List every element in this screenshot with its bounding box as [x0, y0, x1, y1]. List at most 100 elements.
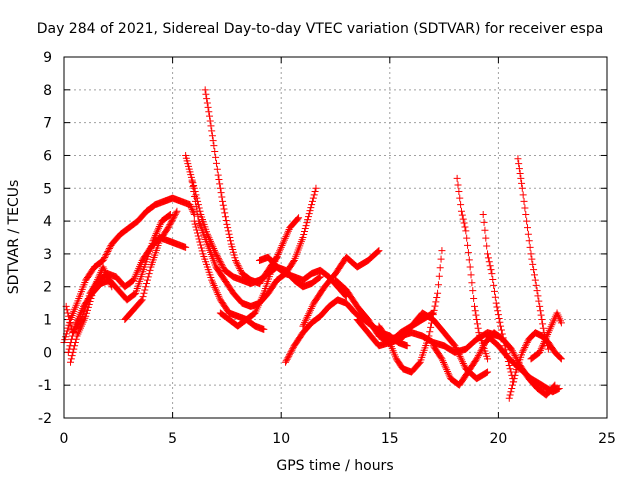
data-point [217, 259, 225, 267]
data-point [432, 298, 440, 306]
data-point [466, 263, 474, 271]
data-point [212, 159, 220, 167]
data-point [295, 214, 303, 222]
data-point [301, 319, 309, 327]
data-point [474, 324, 482, 332]
series-track-23 [505, 329, 565, 402]
data-point [203, 95, 211, 103]
data-point [288, 346, 296, 354]
data-point [316, 273, 324, 281]
data-point [308, 201, 316, 209]
data-point [191, 192, 199, 200]
data-point [273, 252, 281, 260]
data-point [83, 306, 91, 314]
data-point [521, 204, 529, 212]
data-point [235, 263, 243, 271]
data-point [85, 300, 93, 308]
data-point [526, 243, 534, 251]
data-point [518, 184, 526, 192]
data-point [441, 362, 449, 370]
data-point [474, 352, 482, 360]
data-point [541, 336, 549, 344]
data-point [481, 226, 489, 234]
data-point [440, 359, 448, 367]
data-point [434, 281, 442, 289]
data-point [139, 293, 147, 301]
data-point [93, 277, 101, 285]
data-point [459, 359, 467, 367]
x-tick-label: 5 [168, 431, 177, 447]
data-point [437, 255, 445, 263]
data-point [302, 315, 310, 323]
data-point [236, 265, 244, 273]
data-point [484, 368, 492, 376]
data-point [306, 308, 314, 316]
data-point [557, 319, 565, 327]
data-point [71, 339, 79, 347]
data-point [507, 388, 515, 396]
y-tick-label: 3 [43, 247, 52, 263]
data-point [307, 304, 315, 312]
data-point [96, 270, 104, 278]
data-point [154, 226, 162, 234]
data-point [473, 355, 481, 363]
data-point [193, 229, 201, 237]
data-point [94, 274, 102, 282]
data-point [83, 309, 91, 317]
data-point [216, 180, 224, 188]
data-point [544, 330, 552, 338]
data-point [304, 213, 312, 221]
data-point [69, 348, 77, 356]
data-point [517, 174, 525, 182]
data-point [283, 355, 291, 363]
data-point [67, 358, 75, 366]
data-point [182, 243, 190, 251]
x-tick-label: 25 [598, 431, 616, 447]
data-point [309, 194, 317, 202]
data-point [524, 224, 532, 232]
data-point [69, 329, 77, 337]
data-point [311, 188, 319, 196]
data-point [510, 350, 518, 358]
data-point [234, 261, 242, 269]
data-point [509, 381, 517, 389]
data-point [280, 238, 288, 246]
chart-title: Day 284 of 2021, Sidereal Day-to-day VTE… [37, 21, 604, 37]
data-point [282, 357, 290, 365]
data-point [106, 279, 114, 287]
data-point [555, 384, 563, 392]
data-point [221, 213, 229, 221]
data-point [216, 257, 224, 265]
data-point [519, 191, 527, 199]
data-point [454, 181, 462, 189]
data-point [207, 122, 215, 130]
data-point [538, 343, 546, 351]
data-point [137, 297, 145, 305]
series-track-14 [332, 276, 492, 383]
data-point [218, 260, 226, 268]
data-point [530, 271, 538, 279]
data-point [489, 276, 497, 284]
data-point [102, 251, 110, 259]
data-point [105, 246, 113, 254]
data-point [460, 219, 468, 227]
data-point [538, 316, 546, 324]
data-point [531, 276, 539, 284]
y-tick-label: 2 [43, 280, 52, 296]
data-point [539, 320, 547, 328]
data-point [94, 276, 102, 284]
data-point [222, 217, 230, 225]
series-track-10 [216, 214, 303, 330]
data-point [497, 326, 505, 334]
data-point [306, 306, 314, 314]
data-point [277, 243, 285, 251]
series-track-24 [527, 309, 565, 363]
data-point [436, 264, 444, 272]
data-point [206, 112, 214, 120]
series-track-5 [121, 207, 181, 324]
data-point [168, 216, 176, 224]
data-point [104, 274, 112, 282]
data-point [522, 340, 530, 348]
data-point [208, 278, 216, 286]
data-point [218, 262, 226, 270]
